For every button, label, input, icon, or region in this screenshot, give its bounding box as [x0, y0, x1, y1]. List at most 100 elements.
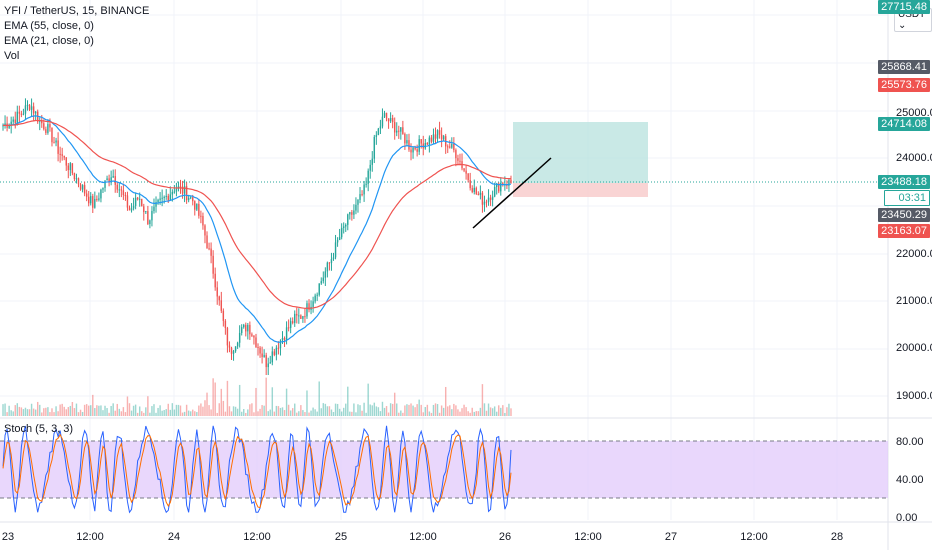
- stoch-label[interactable]: Stoch (5, 3, 3): [4, 423, 74, 435]
- candle-body: [436, 130, 439, 139]
- currency-label: USDT: [898, 9, 926, 20]
- candle-body: [153, 206, 155, 212]
- volume-bar: [67, 407, 70, 416]
- candle-body: [134, 197, 137, 206]
- volume-bar: [289, 410, 292, 416]
- volume-bar: [53, 412, 55, 416]
- candle-body: [316, 294, 318, 296]
- candle-body: [306, 303, 308, 317]
- volume-bar: [387, 412, 390, 416]
- candle-body: [4, 123, 6, 126]
- volume-bar: [94, 408, 96, 416]
- volume-bar: [481, 384, 484, 416]
- y-tick: 21000.00: [896, 295, 932, 307]
- candle-body: [432, 134, 435, 142]
- candle-body: [122, 190, 125, 196]
- price-badge-ema: 23450.29: [878, 208, 930, 222]
- volume-bar: [106, 408, 108, 416]
- candle-body: [20, 113, 23, 115]
- volume-bar: [85, 404, 88, 416]
- volume-bar: [414, 407, 416, 416]
- x-tick: 12:00: [409, 531, 437, 543]
- candle-body: [471, 188, 473, 192]
- volume-bar: [90, 405, 92, 416]
- volume-bar: [238, 384, 241, 416]
- candle-body: [479, 192, 482, 195]
- volume-bar: [477, 411, 480, 416]
- volume-bar: [322, 403, 325, 416]
- candle-body: [245, 324, 247, 332]
- candle-body: [90, 196, 92, 204]
- candle-body: [81, 185, 84, 190]
- volume-bar: [451, 409, 453, 416]
- candle-body: [440, 134, 443, 140]
- volume-bar: [16, 403, 19, 416]
- candle-body: [163, 196, 165, 198]
- candle-body: [365, 183, 367, 185]
- candle-body: [118, 189, 121, 191]
- x-tick: 25: [334, 531, 348, 543]
- candle-body: [351, 212, 353, 215]
- volume-bar: [320, 408, 322, 416]
- candle-body: [136, 197, 139, 200]
- candle-body: [398, 130, 400, 132]
- volume-bar: [459, 411, 461, 416]
- candle-body: [34, 111, 37, 114]
- candle-body: [271, 351, 274, 363]
- candle-body: [300, 315, 302, 319]
- candle-body: [255, 337, 257, 347]
- symbol-label[interactable]: YFI / TetherUS, 15, BINANCE: [4, 5, 150, 17]
- volume-bar: [504, 412, 506, 416]
- volume-bar: [87, 405, 90, 416]
- y-tick: 20000.00: [896, 342, 932, 354]
- candle-body: [408, 140, 410, 150]
- volume-bar: [216, 412, 218, 416]
- volume-bar: [163, 410, 165, 416]
- candle-body: [428, 137, 431, 145]
- candle-body: [196, 203, 198, 210]
- volume-bar: [491, 408, 494, 416]
- candle-body: [320, 281, 322, 284]
- candle-body: [18, 111, 21, 114]
- candle-body: [138, 198, 141, 200]
- candle-body: [151, 211, 153, 221]
- candle-body: [508, 179, 510, 186]
- candle-body: [98, 198, 100, 200]
- candle-body: [204, 225, 206, 236]
- ema21-label[interactable]: EMA (21, close, 0): [4, 35, 94, 47]
- candle-body: [243, 324, 245, 328]
- volume-bar: [220, 388, 223, 416]
- volume-bar: [338, 408, 341, 416]
- volume-bar: [4, 403, 6, 416]
- volume-bar: [179, 405, 182, 416]
- ema55-line: [2, 119, 512, 309]
- volume-bar: [330, 409, 333, 416]
- candle-body: [132, 205, 135, 209]
- candle-body: [267, 363, 269, 368]
- volume-bar: [357, 404, 359, 416]
- candle-body: [353, 210, 355, 215]
- stoch-tick: 80.00: [896, 436, 924, 448]
- volume-bar: [365, 412, 367, 416]
- candle-body: [273, 351, 276, 355]
- candle-body: [192, 197, 194, 202]
- candle-body: [294, 313, 296, 323]
- volume-bar: [226, 380, 229, 416]
- candle-body: [247, 324, 249, 332]
- candle-body: [65, 157, 67, 166]
- volume-label[interactable]: Vol: [4, 50, 20, 62]
- volume-bar: [502, 405, 504, 416]
- candle-body: [383, 112, 386, 117]
- volume-bar: [32, 408, 35, 416]
- volume-bar: [24, 407, 27, 416]
- candle-body: [304, 316, 306, 318]
- candle-body: [53, 142, 55, 144]
- ema55-label[interactable]: EMA (55, close, 0): [4, 20, 94, 32]
- candle-body: [169, 194, 172, 201]
- volume-bar: [51, 408, 53, 416]
- volume-bar: [453, 403, 455, 416]
- candle-body: [12, 119, 14, 122]
- x-tick: 23: [1, 531, 15, 543]
- candle-body: [41, 120, 43, 124]
